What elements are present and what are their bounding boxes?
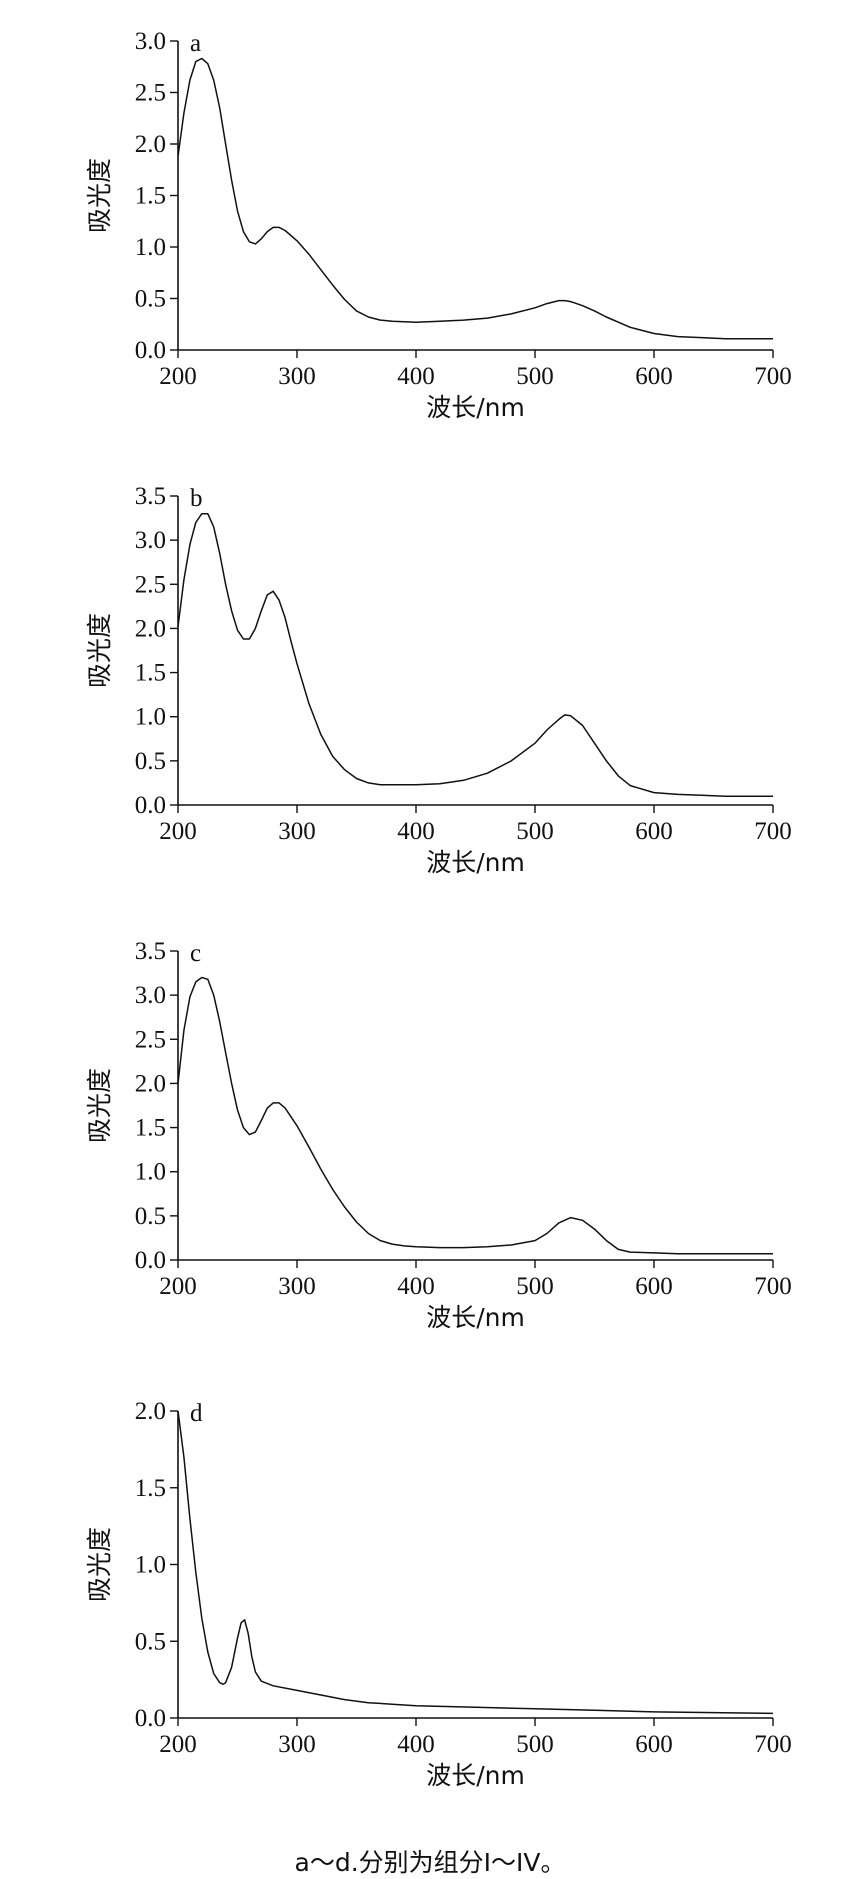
y-tick-label: 1.5 — [135, 183, 166, 210]
y-tick-label: 1.5 — [135, 660, 166, 687]
x-tick-label: 200 — [159, 1731, 197, 1758]
x-tick-label: 400 — [397, 1731, 435, 1758]
y-axis-title: 吸光度 — [85, 158, 114, 233]
y-tick-label: 0.0 — [135, 1247, 166, 1274]
y-axis-title: 吸光度 — [85, 613, 114, 688]
y-tick-label: 0.5 — [135, 1203, 166, 1230]
panel-letter: b — [190, 485, 203, 512]
y-tick-label: 1.5 — [135, 1115, 166, 1142]
y-tick-label: 0.5 — [135, 748, 166, 775]
y-tick-label: 0.0 — [135, 1705, 166, 1732]
y-axis-title: 吸光度 — [85, 1527, 114, 1602]
y-tick-label: 1.0 — [135, 234, 166, 261]
figure-caption: a～d.分别为组分I～IV。 — [294, 1848, 566, 1877]
x-tick-label: 700 — [754, 818, 792, 845]
y-tick-label: 3.0 — [135, 527, 166, 554]
x-tick-label: 200 — [159, 1273, 197, 1300]
x-tick-label: 700 — [754, 1731, 792, 1758]
y-tick-label: 2.0 — [135, 131, 166, 158]
y-tick-label: 2.5 — [135, 80, 166, 107]
x-tick-label: 400 — [397, 1273, 435, 1300]
x-tick-label: 200 — [159, 818, 197, 845]
y-tick-label: 1.0 — [135, 1159, 166, 1186]
x-axis-title: 波长/nm — [426, 848, 525, 877]
absorbance-line — [177, 1410, 774, 1715]
figure: 0.0 0.5 1.0 1.5 2.0 2.5 3.0 200 300 400 500 600 700 波… — [85, 28, 792, 1790]
y-tick-label: 2.5 — [135, 1026, 166, 1053]
x-axis-title: 波长/nm — [426, 393, 525, 422]
panel-a: 0.0 0.5 1.0 1.5 2.0 2.5 3.0 200 300 400 500 600 700 波… — [85, 28, 792, 422]
panel-letter: c — [190, 940, 201, 967]
x-tick-label: 300 — [278, 1273, 316, 1300]
x-tick-label: 700 — [754, 363, 792, 390]
x-axis-title: 波长/nm — [426, 1303, 525, 1332]
y-tick-label: 3.5 — [135, 483, 166, 510]
panel-letter: d — [190, 1400, 203, 1427]
x-tick-label: 300 — [278, 818, 316, 845]
panel-c: 0.0 0.5 1.0 1.5 2.0 2.5 3.0 3.5 200 300 400 500 600 7… — [85, 938, 792, 1332]
y-tick-label: 1.5 — [135, 1475, 166, 1502]
x-tick-label: 300 — [278, 363, 316, 390]
panel-d: 0.0 0.5 1.0 1.5 2.0 200 300 400 500 600 700 波长/nm 吸光… — [85, 1398, 792, 1790]
absorbance-line — [177, 512, 773, 797]
absorbance-line — [177, 976, 773, 1255]
x-tick-label: 500 — [516, 1731, 554, 1758]
x-tick-label: 600 — [635, 363, 673, 390]
x-tick-label: 200 — [159, 363, 197, 390]
y-tick-label: 2.0 — [135, 1070, 166, 1097]
x-tick-label: 700 — [754, 1273, 792, 1300]
y-tick-label: 0.0 — [135, 792, 166, 819]
y-tick-label: 2.0 — [135, 1398, 166, 1425]
y-tick-label: 3.5 — [135, 938, 166, 965]
x-tick-label: 600 — [635, 818, 673, 845]
x-tick-label: 400 — [397, 818, 435, 845]
x-tick-label: 600 — [635, 1273, 673, 1300]
x-tick-label: 500 — [516, 1273, 554, 1300]
y-axis-title: 吸光度 — [85, 1068, 114, 1143]
absorbance-line — [177, 57, 773, 340]
y-tick-label: 3.0 — [135, 28, 166, 55]
y-tick-label: 0.5 — [135, 286, 166, 313]
x-tick-label: 500 — [516, 818, 554, 845]
x-tick-label: 500 — [516, 363, 554, 390]
panel-letter: a — [190, 30, 201, 57]
x-axis-title: 波长/nm — [426, 1761, 525, 1790]
y-tick-label: 1.0 — [135, 1552, 166, 1579]
y-tick-label: 0.0 — [135, 337, 166, 364]
y-tick-label: 2.5 — [135, 571, 166, 598]
y-tick-label: 0.5 — [135, 1628, 166, 1655]
x-tick-label: 400 — [397, 363, 435, 390]
panel-b: 0.0 0.5 1.0 1.5 2.0 2.5 3.0 3.5 200 300 400 500 600 7… — [85, 483, 792, 877]
y-tick-label: 3.0 — [135, 982, 166, 1009]
y-tick-label: 2.0 — [135, 615, 166, 642]
y-tick-label: 1.0 — [135, 704, 166, 731]
x-tick-label: 600 — [635, 1731, 673, 1758]
x-tick-label: 300 — [278, 1731, 316, 1758]
